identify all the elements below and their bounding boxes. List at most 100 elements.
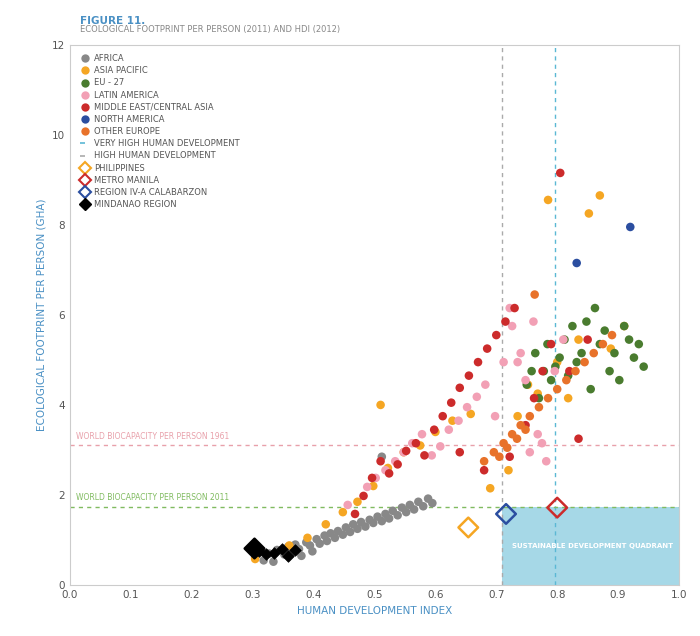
Text: ECOLOGICAL FOOTPRINT PER PERSON (2011) AND HDI (2012): ECOLOGICAL FOOTPRINT PER PERSON (2011) A… <box>80 25 341 34</box>
Point <box>564 366 575 377</box>
Point <box>368 518 379 528</box>
Point <box>638 361 650 371</box>
Point <box>407 438 418 448</box>
Point <box>375 456 386 466</box>
Point <box>276 544 288 554</box>
Point <box>398 447 409 457</box>
Point <box>282 551 293 561</box>
Point <box>368 481 379 491</box>
Point <box>418 501 429 511</box>
Point <box>500 509 512 519</box>
Point <box>400 507 412 517</box>
Point <box>360 522 371 532</box>
Point <box>606 343 617 354</box>
Point <box>529 289 540 300</box>
Point <box>358 491 369 501</box>
Point <box>573 335 584 345</box>
Point <box>367 473 378 483</box>
Point <box>473 357 484 367</box>
Point <box>364 515 375 525</box>
Point <box>482 343 493 354</box>
Point <box>597 339 608 349</box>
Point <box>249 554 260 564</box>
Point <box>533 402 545 412</box>
Point <box>559 335 570 345</box>
Point <box>320 519 331 529</box>
Point <box>344 527 356 537</box>
Point <box>282 542 293 552</box>
Point <box>301 537 312 548</box>
Point <box>528 393 540 403</box>
Point <box>515 420 526 431</box>
Text: WORLD BIOCAPACITY PER PERSON 2011: WORLD BIOCAPACITY PER PERSON 2011 <box>76 494 229 502</box>
Point <box>563 393 574 403</box>
Point <box>400 446 412 456</box>
Point <box>435 441 446 452</box>
Point <box>545 339 557 349</box>
Point <box>290 545 301 555</box>
Point <box>542 339 553 349</box>
Point <box>512 411 523 421</box>
Point <box>272 545 283 555</box>
Point <box>356 517 367 527</box>
Point <box>567 321 578 331</box>
Point <box>573 434 584 444</box>
Point <box>370 473 382 483</box>
Point <box>530 348 541 358</box>
Point <box>329 533 340 543</box>
Point <box>461 402 472 412</box>
Point <box>376 516 387 526</box>
Point <box>337 507 349 517</box>
Point <box>532 389 543 399</box>
Point <box>479 456 490 466</box>
Point <box>524 447 536 457</box>
Point <box>576 348 587 358</box>
Point <box>571 258 582 268</box>
Point <box>503 465 514 475</box>
Point <box>528 317 539 327</box>
Point <box>340 522 351 532</box>
Point <box>552 384 563 394</box>
Point <box>498 357 509 367</box>
Point <box>594 190 606 200</box>
Point <box>416 429 428 439</box>
Point <box>509 303 520 313</box>
Point <box>268 556 279 567</box>
Point <box>382 463 393 473</box>
Point <box>296 551 307 561</box>
Point <box>550 361 561 371</box>
Point <box>583 209 594 219</box>
Point <box>489 411 500 421</box>
Point <box>512 357 523 367</box>
Point <box>484 483 496 494</box>
Point <box>362 482 373 492</box>
Point <box>594 339 606 349</box>
Point <box>614 375 625 385</box>
Point <box>479 465 490 475</box>
Point <box>558 335 569 345</box>
Point <box>304 541 316 551</box>
Point <box>571 357 582 367</box>
Y-axis label: ECOLOGICAL FOOTPRINT PER PERSON (GHA): ECOLOGICAL FOOTPRINT PER PERSON (GHA) <box>36 198 46 431</box>
Point <box>585 384 596 394</box>
Point <box>502 443 513 453</box>
Point <box>520 375 531 385</box>
Point <box>520 420 531 431</box>
Text: SUSTAINABLE DEVELOPMENT QUADRANT: SUSTAINABLE DEVELOPMENT QUADRANT <box>512 543 673 549</box>
Point <box>398 447 409 457</box>
Point <box>410 438 421 448</box>
Point <box>542 195 554 205</box>
Point <box>504 303 515 313</box>
Point <box>522 380 533 390</box>
Point <box>392 510 403 520</box>
Point <box>446 398 457 408</box>
Point <box>437 411 448 421</box>
Point <box>348 519 359 529</box>
Point <box>554 168 566 178</box>
Point <box>349 509 360 519</box>
Point <box>453 415 464 425</box>
Point <box>563 371 574 381</box>
Point <box>260 550 272 560</box>
Point <box>570 366 581 377</box>
X-axis label: HUMAN DEVELOPMENT INDEX: HUMAN DEVELOPMENT INDEX <box>297 605 452 616</box>
